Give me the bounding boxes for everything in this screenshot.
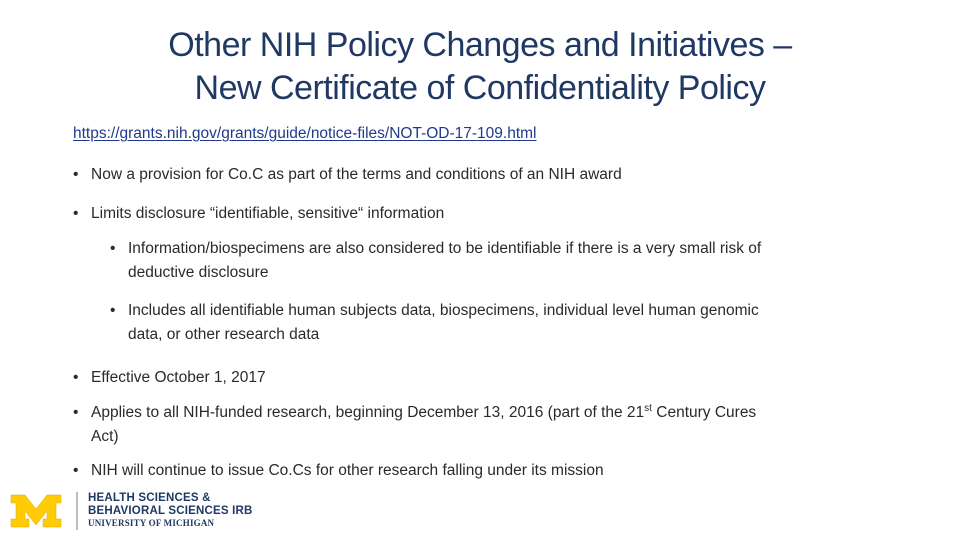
bullet-text-part-1: Applies to all NIH-funded research, begi… (91, 404, 645, 421)
bullet-dot: • (110, 240, 116, 257)
logo-line-2: BEHAVIORAL SCIENCES IRB (88, 505, 253, 517)
bullet-text: NIH will continue to issue Co.Cs for oth… (91, 462, 604, 479)
sub-bullet-text: Includes all identifiable human subjects… (128, 299, 759, 347)
bullet-dot: • (73, 369, 79, 386)
sub-bullet-text: Information/biospecimens are also consid… (128, 237, 761, 285)
bullet-dot: • (73, 462, 79, 479)
logo-wordmark: HEALTH SCIENCES & BEHAVIORAL SCIENCES IR… (88, 492, 253, 529)
slide-title: Other NIH Policy Changes and Initiatives… (60, 24, 900, 110)
bullet-text: Effective October 1, 2017 (91, 369, 266, 386)
sub-bullet-line-2: data, or other research data (128, 326, 320, 343)
sub-bullet-line-1: Includes all identifiable human subjects… (128, 302, 759, 319)
bullet-text-line-2: Act) (91, 428, 119, 445)
bullet-dot: • (73, 166, 79, 183)
logo-divider (76, 492, 78, 530)
title-line-2: New Certificate of Confidentiality Polic… (194, 69, 766, 107)
logo-line-1: HEALTH SCIENCES & (88, 492, 211, 504)
bullet-dot: • (73, 404, 79, 421)
bullet-dot: • (73, 205, 79, 222)
bullet-dot: • (110, 302, 116, 319)
sub-bullet-line-2: deductive disclosure (128, 264, 269, 281)
footer-logo: HEALTH SCIENCES & BEHAVIORAL SCIENCES IR… (10, 492, 270, 532)
bullet-text: Limits disclosure “identifiable, sensiti… (91, 205, 445, 222)
bullet-text: Applies to all NIH-funded research, begi… (91, 401, 756, 449)
ordinal-suffix: st (644, 402, 652, 414)
block-m-icon (10, 494, 62, 528)
title-line-1: Other NIH Policy Changes and Initiatives… (168, 26, 792, 64)
bullet-text-part-2: Century Cures (651, 404, 757, 421)
bullet-text: Now a provision for Co.C as part of the … (91, 166, 622, 183)
logo-line-3: UNIVERSITY OF MICHIGAN (88, 518, 215, 528)
notice-link[interactable]: https://grants.nih.gov/grants/guide/noti… (73, 125, 537, 142)
sub-bullet-line-1: Information/biospecimens are also consid… (128, 240, 762, 257)
